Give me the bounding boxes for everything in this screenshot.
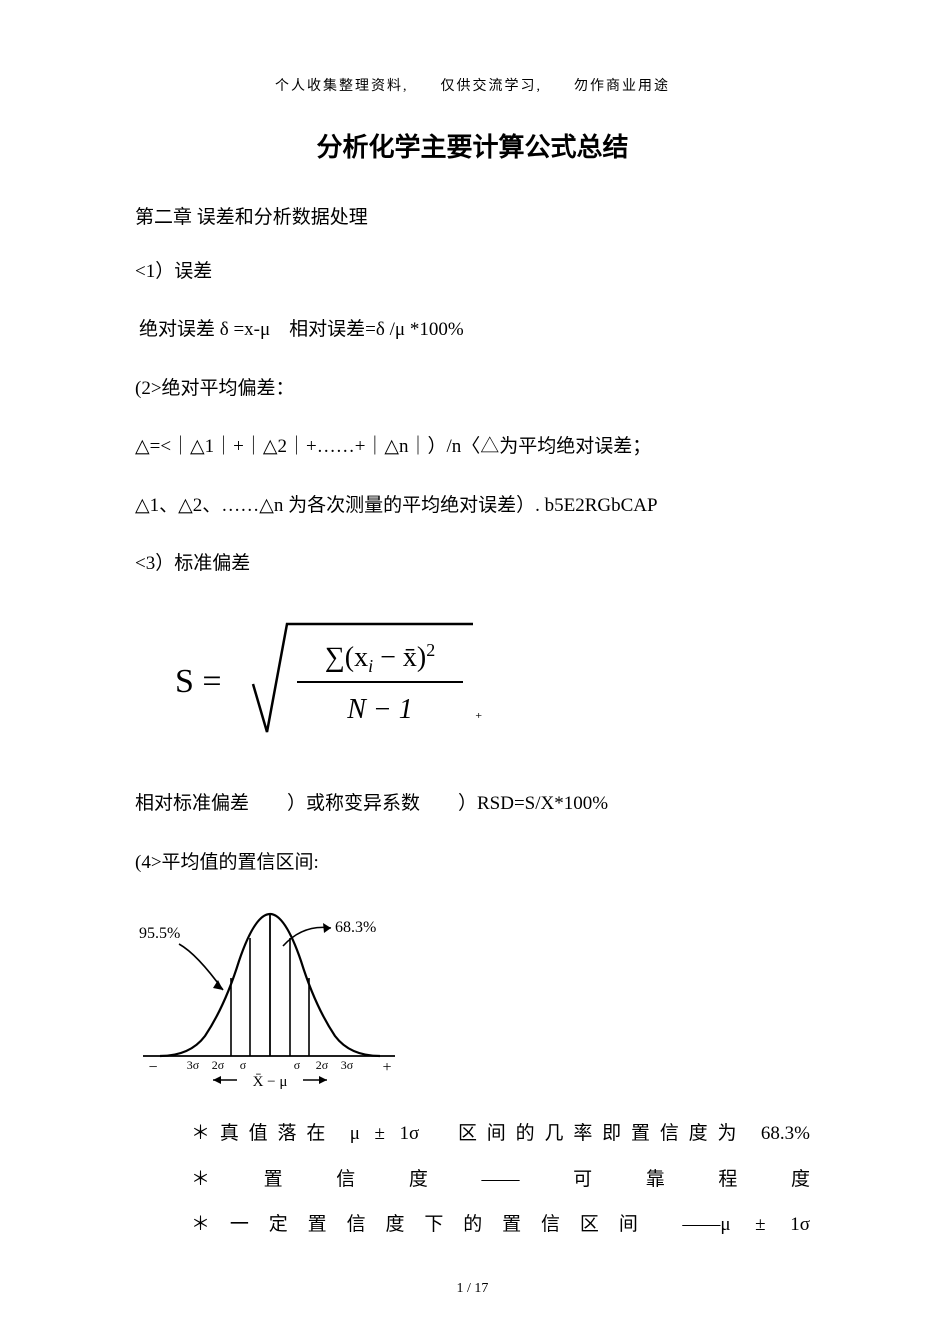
tick-pos2sigma: 2σ (316, 1058, 329, 1072)
bottom-arrow-right-head (319, 1076, 327, 1084)
formula-denominator: N − 1 (346, 694, 413, 725)
arrow-95-head (213, 980, 223, 990)
section-3-label: <3）标准偏差 (135, 549, 810, 579)
plus-sign: + (382, 1059, 391, 1076)
chapter-heading: 第二章 误差和分析数据处理 (135, 202, 810, 229)
avg-deviation-line-2: △1、△2、……△n 为各次测量的平均绝对误差）. b5E2RGbCAP (135, 491, 810, 521)
bell-curve-figure: 68.3% 95.5% 3σ 2σ σ σ 2σ 3σ − + X̄ − μ (135, 906, 810, 1091)
formula-trailing-mark: ₊ (475, 707, 482, 722)
std-deviation-formula: S = ∑(xi − x̄)2 N − 1 ₊ (135, 614, 810, 744)
confidence-line-2: ＊ 置 信 度 —— 可 靠 程 度 (135, 1157, 810, 1203)
tick-neg1sigma: σ (240, 1058, 247, 1072)
tick-pos3sigma: 3σ (341, 1058, 354, 1072)
bottom-x-mu-label: X̄ − μ (253, 1074, 288, 1090)
bottom-arrow-left-head (213, 1076, 221, 1084)
error-formula-text: 绝对误差 δ =x-μ 相对误差=δ /μ *100% (135, 315, 810, 345)
tick-neg2sigma: 2σ (212, 1058, 225, 1072)
section-4-label: (4>平均值的置信区间: (135, 848, 810, 878)
header-note: 个人收集整理资料, 仅供交流学习, 勿作商业用途 (135, 75, 810, 95)
bell-curve-svg: 68.3% 95.5% 3σ 2σ σ σ 2σ 3σ − + X̄ − μ (135, 906, 415, 1091)
rsd-line: 相对标准偏差 ）或称变异系数 ）RSD=S/X*100% (135, 789, 810, 819)
tick-neg3sigma: 3σ (187, 1058, 200, 1072)
tick-pos1sigma: σ (294, 1058, 301, 1072)
label-95: 95.5% (139, 925, 180, 942)
section-1-label: <1）误差 (135, 257, 810, 287)
confidence-line-3: ＊一定置信度下的置信区间 ——μ ± 1σ (135, 1202, 810, 1248)
section-2-label: (2>绝对平均偏差： (135, 374, 810, 404)
formula-numerator: ∑(xi − x̄)2 (325, 640, 435, 676)
confidence-line-1: ＊真值落在 μ ± 1σ 区间的几率即置信度为 68.3% (135, 1111, 810, 1157)
minus-sign: − (148, 1059, 157, 1076)
page-number: 1 / 17 (0, 1281, 945, 1297)
label-68: 68.3% (335, 919, 376, 936)
arrow-68-head (323, 923, 331, 933)
formula-s-equals: S = (175, 663, 222, 700)
std-formula-svg: S = ∑(xi − x̄)2 N − 1 ₊ (175, 614, 485, 744)
page-title: 分析化学主要计算公式总结 (135, 127, 810, 164)
avg-deviation-line-1: △=<｜△1｜+｜△2｜+……+｜△n｜）/n〈△为平均绝对误差； (135, 432, 810, 462)
